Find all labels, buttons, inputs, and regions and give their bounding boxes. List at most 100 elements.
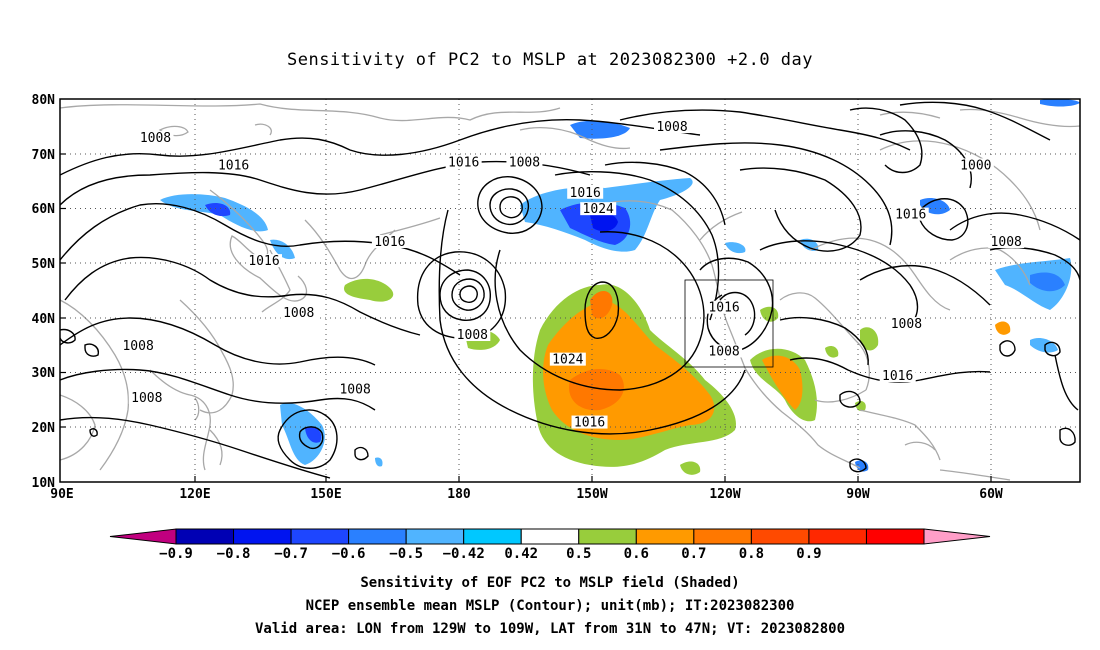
lon-label-90w: 90W (846, 487, 870, 502)
contour-label: 1008 (988, 234, 1025, 250)
contour-label-text: 1016 (570, 186, 601, 201)
contour-label: 1016 (445, 155, 482, 171)
contour-label-text: 1008 (131, 391, 162, 406)
contour-label-bg (892, 207, 929, 221)
contour-label: 1016 (246, 254, 282, 269)
contour-label-text: 1016 (374, 235, 405, 250)
contour-label-bg (706, 300, 743, 314)
contour-label-text: 1008 (656, 120, 687, 135)
lon-label-150w: 150W (576, 487, 607, 502)
colorbar-tick-label: −0.6 (332, 546, 366, 562)
colorbar-tick-label: −0.8 (217, 546, 251, 562)
lat-label-70n: 70N (32, 148, 56, 163)
lat-label-30n: 30N (32, 366, 56, 381)
contour-label: 1008 (506, 155, 543, 171)
contour-label-bg (120, 338, 157, 352)
colorbar-swatch (808, 528, 867, 545)
lon-label-120w: 120W (709, 487, 740, 502)
contour-label-bg (215, 158, 252, 172)
longitude-labels: 90E 120E 150E 180 150W 120W 90W 60W (50, 487, 1003, 502)
caption-line-2: NCEP ensemble mean MSLP (Contour); unit(… (305, 598, 795, 614)
colorbar-swatch (290, 528, 350, 545)
contour-label-bg (957, 158, 994, 172)
contour-label: 1016 (215, 158, 252, 173)
colorbar-tick-label: 0.9 (796, 546, 821, 562)
contour-label-bg (571, 415, 608, 429)
lat-label-20n: 20N (32, 421, 56, 436)
caption-line-1: Sensitivity of EOF PC2 to MSLP field (Sh… (360, 575, 740, 591)
contour-label-bg (280, 306, 317, 320)
colorbar-swatch (865, 528, 925, 545)
lat-label-60n: 60N (32, 202, 56, 217)
colorbar-swatch (750, 528, 810, 545)
colorbar-tick-label: 0.42 (504, 546, 538, 562)
colorbar-tick-labels: −0.9 −0.8 −0.7 −0.6 −0.5 −0.42 0.42 0.5 0.6 0.7 0.… (159, 546, 821, 562)
axis-ticks (60, 153, 992, 482)
contour-label: 1024 (549, 352, 586, 368)
caption-line-3: Valid area: LON from 129W to 109W, LAT f… (254, 621, 845, 637)
contour-label-text: 1008 (140, 131, 171, 146)
contour-label-text: 1016 (248, 254, 279, 269)
contour-label-bg (654, 120, 690, 134)
contour-label: 1016 (892, 207, 929, 223)
contour-label-text: 1008 (457, 328, 488, 343)
lat-label-80n: 80N (32, 93, 56, 108)
colorbar-swatch (693, 528, 752, 545)
contour-label-text: 1008 (891, 317, 922, 332)
contour-label-text: 1016 (448, 156, 479, 171)
colorbar-swatch (578, 528, 637, 545)
lon-label-60w: 60W (979, 487, 1003, 502)
contour-label-text: 1008 (991, 235, 1022, 250)
contour-label-bg (454, 328, 491, 342)
colorbar-tick-label: 0.5 (566, 546, 591, 562)
colorbar-tick-label: 0.6 (624, 546, 649, 562)
contour-label-text: 1016 (882, 369, 913, 384)
colorbar-tick-label: −0.9 (159, 546, 193, 562)
contour-label-bg (371, 234, 408, 248)
contour-label: 1016 (706, 300, 743, 316)
contour-label-bg (988, 234, 1025, 248)
contour-label: 1016 (571, 415, 608, 431)
contour-label-bg (137, 131, 174, 145)
contour-label: 1008 (654, 120, 690, 135)
lon-label-150e: 150E (310, 487, 341, 502)
colorbar-tick-label: −0.5 (389, 546, 423, 562)
contour-label-text: 1016 (574, 416, 605, 431)
contour-label-bg (888, 317, 925, 331)
contour-label-bg (445, 155, 482, 169)
colorbar-swatch (233, 528, 292, 545)
colorbar-min-triangle (109, 528, 177, 545)
contour-label-bg (549, 352, 586, 366)
lon-label-180: 180 (447, 487, 471, 502)
lat-label-50n: 50N (32, 257, 56, 272)
contour-label: 1008 (280, 306, 317, 321)
map-frame (59, 98, 1081, 483)
map-title: Sensitivity of PC2 to MSLP at 2023082300… (286, 50, 813, 70)
lon-label-90e: 90E (50, 487, 73, 502)
contour-label: 1016 (371, 234, 408, 250)
contour-label: 1008 (454, 328, 491, 343)
contour-label-bg (337, 382, 374, 396)
contour-label: 1016 (567, 185, 604, 201)
contour-label: 1008 (137, 131, 174, 146)
colorbar-tick-label: −0.7 (274, 546, 308, 562)
colorbar-swatch (175, 528, 235, 545)
contour-label-text: 1008 (283, 306, 314, 321)
lat-label-40n: 40N (32, 312, 56, 327)
contour-label-text: 1008 (509, 156, 540, 171)
contour-label-text: 1008 (122, 339, 153, 354)
colorbar (109, 528, 991, 545)
contour-label-bg (567, 185, 604, 199)
colorbar-swatch (348, 528, 407, 545)
contour-label-bg (706, 344, 743, 358)
contour-label: 1008 (888, 317, 925, 332)
contour-label-bg (506, 155, 543, 169)
contour-label-bg (246, 254, 282, 268)
contour-label-text: 1024 (552, 353, 583, 368)
contour-label-text: 1016 (895, 208, 926, 223)
contour-label: 1008 (337, 382, 374, 398)
colorbar-swatch (635, 528, 695, 545)
contour-label-text: 1016 (708, 301, 739, 316)
contour-label-bg (128, 390, 165, 404)
